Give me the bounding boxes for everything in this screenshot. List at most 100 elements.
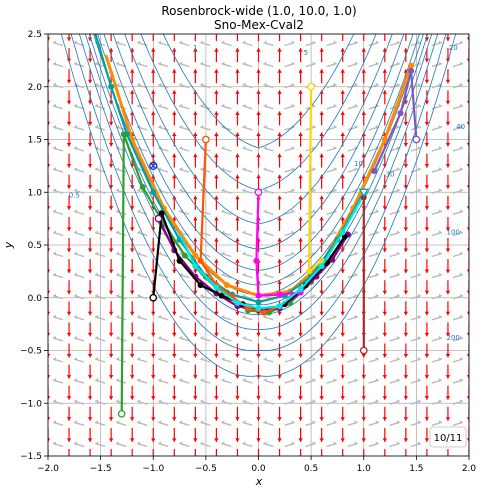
descent-arrow-head <box>340 269 345 274</box>
descent-arrow-head <box>256 90 261 94</box>
series-point <box>108 83 115 90</box>
series-point <box>234 300 241 307</box>
descent-arrow-head <box>445 100 451 105</box>
ascent-arrow-head <box>333 230 337 235</box>
descent-arrow-head <box>382 90 387 94</box>
descent-arrow-head <box>256 69 261 73</box>
descent-arrow-head <box>466 227 469 231</box>
y-tick-label: −1.5 <box>20 452 42 462</box>
ascent-arrow-head <box>375 357 379 361</box>
ascent-arrow-head <box>263 103 267 108</box>
descent-arrow-head <box>108 143 114 147</box>
descent-arrow-head <box>466 290 469 295</box>
ascent-arrow-head <box>375 293 379 298</box>
ascent-arrow-head <box>137 230 141 235</box>
ascent-arrow-head <box>221 378 225 383</box>
ascent-arrow-head <box>459 103 463 108</box>
optimizer-paths <box>94 34 421 418</box>
descent-arrow-head <box>340 375 345 379</box>
ascent-arrow-head <box>116 61 120 66</box>
ascent-arrow-head <box>221 357 225 361</box>
descent-arrow-head <box>319 195 324 200</box>
ascent-arrow-head <box>354 441 358 446</box>
descent-arrow-head <box>193 216 198 221</box>
ascent-arrow-head <box>396 167 400 172</box>
ascent-arrow-head <box>396 146 400 150</box>
descent-arrow-head <box>48 269 51 274</box>
descent-arrow-head <box>403 206 409 210</box>
ascent-arrow-head <box>95 124 99 129</box>
series-point <box>197 257 204 264</box>
descent-arrow-head <box>424 164 430 168</box>
descent-arrow-head <box>66 185 72 189</box>
series-line <box>199 139 281 314</box>
ascent-arrow-head <box>417 188 421 193</box>
descent-arrow-head <box>151 90 156 94</box>
descent-arrow-head <box>277 280 282 284</box>
ascent-arrow-head <box>481 146 484 150</box>
descent-arrow-head <box>193 354 198 358</box>
descent-arrow-head <box>298 195 303 200</box>
descent-arrow-head <box>340 438 345 442</box>
ascent-arrow-head <box>53 420 56 425</box>
ascent-arrow <box>474 169 484 172</box>
ascent-arrow-head <box>417 103 421 108</box>
ascent-arrow-head <box>158 61 162 66</box>
descent-arrow-head <box>340 396 345 400</box>
descent-arrow-head <box>319 417 324 421</box>
descent-arrow-head <box>403 164 409 168</box>
ascent-arrow-head <box>137 61 141 66</box>
ascent-arrow-head <box>291 230 295 235</box>
ascent-arrow-head <box>95 272 99 277</box>
descent-arrow-head <box>424 206 430 210</box>
ascent-arrow-head <box>438 124 442 129</box>
ascent-arrow-head <box>137 103 141 108</box>
descent-arrow-head <box>319 132 324 136</box>
descent-arrow-head <box>214 238 219 242</box>
descent-arrow-head <box>151 311 156 316</box>
descent-arrow-head <box>172 354 177 358</box>
descent-arrow-head <box>298 311 303 316</box>
ascent-arrow-head <box>116 399 120 404</box>
ascent-arrow-head <box>481 188 484 192</box>
ascent-arrow-head <box>116 293 120 298</box>
ascent-arrow-head <box>291 441 295 446</box>
descent-arrow-head <box>48 37 51 41</box>
ascent-arrow-head <box>375 188 379 193</box>
descent-arrow-head <box>403 269 409 274</box>
descent-arrow-head <box>277 90 282 94</box>
axis-ticks: −2.0 −1.5 −1.0 −0.5 0.0 0.5 1.0 1.5 2.0 −1.5 −1.0 −… <box>20 30 476 474</box>
ascent-arrow-head <box>179 441 183 446</box>
descent-arrow-head <box>193 132 198 136</box>
descent-arrow-head <box>340 132 345 136</box>
descent-arrow-head <box>235 69 240 73</box>
ascent-arrow-head <box>242 103 246 108</box>
ascent-arrow-head <box>263 314 267 319</box>
ascent-arrow-head <box>95 230 99 235</box>
descent-arrow-head <box>108 269 114 274</box>
series-point <box>255 305 262 312</box>
series-point <box>223 282 230 289</box>
ascent-arrow-head <box>312 124 316 129</box>
ascent-arrow-head <box>375 420 379 425</box>
descent-arrow-head <box>172 311 177 316</box>
descent-arrow-head <box>403 396 409 400</box>
ascent-arrow-head <box>375 230 379 235</box>
descent-arrow-head <box>130 90 135 94</box>
ascent-arrow-head <box>263 146 267 150</box>
descent-arrow-head <box>256 396 261 400</box>
descent-arrow-head <box>298 238 303 242</box>
start-marker <box>154 214 163 223</box>
ascent-arrow-head <box>459 272 463 277</box>
ascent-arrow-head <box>74 293 78 298</box>
ascent-arrow-head <box>221 230 225 235</box>
descent-arrow-head <box>382 185 387 189</box>
ascent-arrow-head <box>333 188 337 193</box>
descent-arrow-head <box>298 174 303 179</box>
descent-arrow-head <box>256 132 261 136</box>
ascent-arrow-head <box>116 378 120 383</box>
ascent-arrow-head <box>354 420 358 425</box>
ascent-arrow-head <box>354 335 358 340</box>
descent-arrow-head <box>340 311 345 316</box>
descent-arrow-head <box>66 417 72 421</box>
